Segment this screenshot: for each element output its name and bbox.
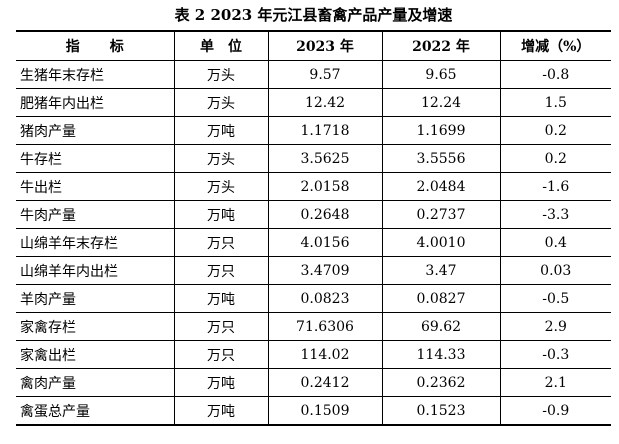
cell-unit: 万吨: [173, 116, 269, 145]
cell-value-2022: 12.24: [381, 88, 501, 117]
cell-value-2023: 0.2648: [267, 200, 383, 229]
header-change: 增减（%）: [499, 30, 611, 61]
cell-value-2023: 2.0158: [267, 172, 383, 201]
cell-change: 2.1: [499, 368, 611, 397]
table-header: 指标 单位 2023 年 2022 年 增减（%）: [16, 30, 611, 61]
header-2022: 2022 年: [381, 30, 501, 61]
cell-value-2023: 71.6306: [267, 312, 383, 341]
cell-change: 0.2: [499, 116, 611, 145]
cell-indicator: 生猪年末存栏: [16, 60, 175, 89]
cell-unit: 万吨: [173, 200, 269, 229]
table-row: 牛存栏 万头 3.5625 3.5556 0.2: [16, 144, 611, 173]
cell-change: -0.8: [499, 60, 611, 89]
cell-indicator: 山绵羊年末存栏: [16, 228, 175, 257]
livestock-output-table: 指标 单位 2023 年 2022 年 增减（%） 生猪年末存栏 万头 9.57 9.…: [16, 30, 611, 426]
cell-change: -0.3: [499, 340, 611, 369]
table-row: 禽肉产量 万吨 0.2412 0.2362 2.1: [16, 368, 611, 397]
cell-unit: 万头: [173, 60, 269, 89]
header-indicator: 指标: [16, 30, 175, 61]
cell-indicator: 羊肉产量: [16, 284, 175, 313]
table-row: 家禽出栏 万只 114.02 114.33 -0.3: [16, 340, 611, 369]
cell-change: 2.9: [499, 312, 611, 341]
table-row: 山绵羊年内出栏 万只 3.4709 3.47 0.03: [16, 256, 611, 285]
cell-value-2023: 9.57: [267, 60, 383, 89]
table-caption: 表 2 2023 年元江县畜禽产品产量及增速: [174, 6, 453, 24]
cell-indicator: 肥猪年内出栏: [16, 88, 175, 117]
cell-change: -0.5: [499, 284, 611, 313]
cell-value-2023: 0.0823: [267, 284, 383, 313]
cell-indicator: 牛存栏: [16, 144, 175, 173]
cell-unit: 万头: [173, 88, 269, 117]
cell-value-2022: 3.47: [381, 256, 501, 285]
cell-change: -1.6: [499, 172, 611, 201]
cell-value-2022: 1.1699: [381, 116, 501, 145]
cell-value-2022: 4.0010: [381, 228, 501, 257]
table-body: 生猪年末存栏 万头 9.57 9.65 -0.8 肥猪年内出栏 万头 12.42 12.24 1.…: [16, 60, 611, 426]
cell-unit: 万只: [173, 340, 269, 369]
cell-change: 0.2: [499, 144, 611, 173]
cell-value-2023: 0.1509: [267, 396, 383, 426]
table-row: 禽蛋总产量 万吨 0.1509 0.1523 -0.9: [16, 396, 611, 426]
cell-value-2022: 69.62: [381, 312, 501, 341]
table-row: 山绵羊年末存栏 万只 4.0156 4.0010 0.4: [16, 228, 611, 257]
cell-indicator: 家禽存栏: [16, 312, 175, 341]
cell-value-2022: 0.1523: [381, 396, 501, 426]
cell-value-2022: 0.2362: [381, 368, 501, 397]
cell-value-2022: 0.2737: [381, 200, 501, 229]
table-row: 家禽存栏 万只 71.6306 69.62 2.9: [16, 312, 611, 341]
table-row: 牛肉产量 万吨 0.2648 0.2737 -3.3: [16, 200, 611, 229]
cell-indicator: 牛出栏: [16, 172, 175, 201]
cell-value-2023: 3.5625: [267, 144, 383, 173]
header-row: 指标 单位 2023 年 2022 年 增减（%）: [16, 30, 611, 61]
cell-unit: 万头: [173, 172, 269, 201]
table-row: 牛出栏 万头 2.0158 2.0484 -1.6: [16, 172, 611, 201]
cell-value-2022: 114.33: [381, 340, 501, 369]
cell-value-2023: 0.2412: [267, 368, 383, 397]
cell-unit: 万只: [173, 312, 269, 341]
cell-value-2022: 2.0484: [381, 172, 501, 201]
table-row: 猪肉产量 万吨 1.1718 1.1699 0.2: [16, 116, 611, 145]
cell-value-2023: 12.42: [267, 88, 383, 117]
header-2023: 2023 年: [267, 30, 383, 61]
cell-indicator: 家禽出栏: [16, 340, 175, 369]
cell-indicator: 猪肉产量: [16, 116, 175, 145]
cell-change: 1.5: [499, 88, 611, 117]
cell-value-2023: 4.0156: [267, 228, 383, 257]
header-unit: 单位: [173, 30, 269, 61]
cell-value-2022: 9.65: [381, 60, 501, 89]
cell-indicator: 山绵羊年内出栏: [16, 256, 175, 285]
cell-value-2023: 114.02: [267, 340, 383, 369]
cell-unit: 万吨: [173, 368, 269, 397]
cell-change: -0.9: [499, 396, 611, 426]
cell-change: 0.4: [499, 228, 611, 257]
cell-change: 0.03: [499, 256, 611, 285]
cell-unit: 万只: [173, 228, 269, 257]
cell-indicator: 禽蛋总产量: [16, 396, 175, 426]
cell-indicator: 禽肉产量: [16, 368, 175, 397]
cell-value-2023: 3.4709: [267, 256, 383, 285]
cell-value-2022: 0.0827: [381, 284, 501, 313]
table-row: 生猪年末存栏 万头 9.57 9.65 -0.8: [16, 60, 611, 89]
cell-unit: 万吨: [173, 284, 269, 313]
cell-value-2022: 3.5556: [381, 144, 501, 173]
cell-indicator: 牛肉产量: [16, 200, 175, 229]
cell-unit: 万只: [173, 256, 269, 285]
cell-unit: 万头: [173, 144, 269, 173]
cell-unit: 万吨: [173, 396, 269, 426]
cell-value-2023: 1.1718: [267, 116, 383, 145]
table-row: 肥猪年内出栏 万头 12.42 12.24 1.5: [16, 88, 611, 117]
table-row: 羊肉产量 万吨 0.0823 0.0827 -0.5: [16, 284, 611, 313]
cell-change: -3.3: [499, 200, 611, 229]
